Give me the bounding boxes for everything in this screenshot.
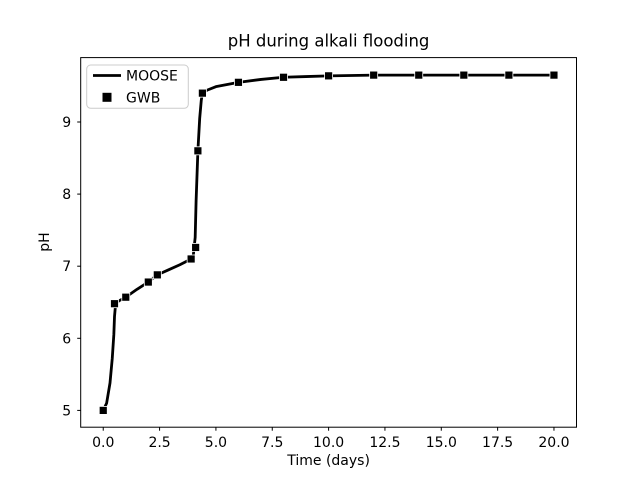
x-axis-label: Time (days) <box>286 453 370 469</box>
gwb-marker <box>504 70 514 80</box>
legend-label-moose: MOOSE <box>126 68 178 84</box>
data-series <box>98 70 559 415</box>
gwb-marker <box>152 270 162 280</box>
x-axis-ticks: 0.0 2.5 5.0 7.5 10.0 12.5 15.0 17.5 20.0 <box>92 427 570 451</box>
x-tick-label: 5.0 <box>205 435 227 451</box>
gwb-marker <box>369 70 379 80</box>
chart-title: pH during alkali flooding <box>228 32 430 51</box>
x-tick-label: 10.0 <box>313 435 344 451</box>
gwb-marker <box>324 71 334 81</box>
gwb-marker <box>98 405 108 415</box>
gwb-marker <box>414 70 424 80</box>
legend: MOOSE GWB <box>86 64 189 109</box>
x-tick-label: 0.0 <box>92 435 114 451</box>
gwb-marker <box>186 254 196 264</box>
gwb-marker <box>197 88 207 98</box>
gwb-marker <box>191 243 201 252</box>
axes-spines <box>80 57 577 428</box>
y-axis-label: pH <box>37 232 53 251</box>
gwb-marker <box>193 146 203 156</box>
legend-square-marker-sample <box>102 92 112 102</box>
x-tick-label: 17.5 <box>482 435 513 451</box>
x-tick-label: 2.5 <box>148 435 170 451</box>
y-tick-label: 8 <box>62 187 71 203</box>
legend-label-gwb: GWB <box>126 90 160 106</box>
y-tick-label: 7 <box>62 259 71 275</box>
gwb-marker <box>459 70 469 80</box>
x-tick-label: 7.5 <box>261 435 283 451</box>
x-tick-label: 12.5 <box>369 435 400 451</box>
gwb-marker <box>549 70 559 80</box>
y-tick-label: 6 <box>62 331 71 347</box>
x-tick-label: 20.0 <box>538 435 569 451</box>
gwb-marker <box>110 299 119 309</box>
y-tick-label: 9 <box>62 115 71 131</box>
y-axis-ticks: 5 6 7 8 9 <box>62 115 81 419</box>
gwb-marker <box>234 77 243 87</box>
x-tick-label: 15.0 <box>426 435 457 451</box>
gwb-marker <box>279 72 288 82</box>
y-tick-label: 5 <box>62 403 71 419</box>
gwb-marker <box>143 277 153 287</box>
gwb-marker <box>121 292 131 302</box>
